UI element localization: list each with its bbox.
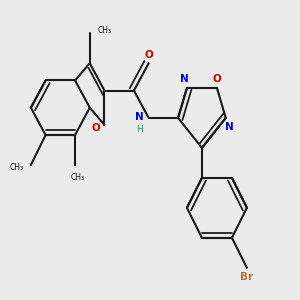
Text: O: O <box>212 74 221 83</box>
Text: H: H <box>136 125 143 134</box>
Text: N: N <box>180 74 189 83</box>
Text: N: N <box>135 112 144 122</box>
Text: O: O <box>144 50 153 60</box>
Text: CH₃: CH₃ <box>71 173 85 182</box>
Text: O: O <box>92 122 100 133</box>
Text: CH₃: CH₃ <box>10 163 24 172</box>
Text: N: N <box>225 122 234 132</box>
Text: CH₃: CH₃ <box>98 26 112 35</box>
Text: Br: Br <box>240 272 254 282</box>
